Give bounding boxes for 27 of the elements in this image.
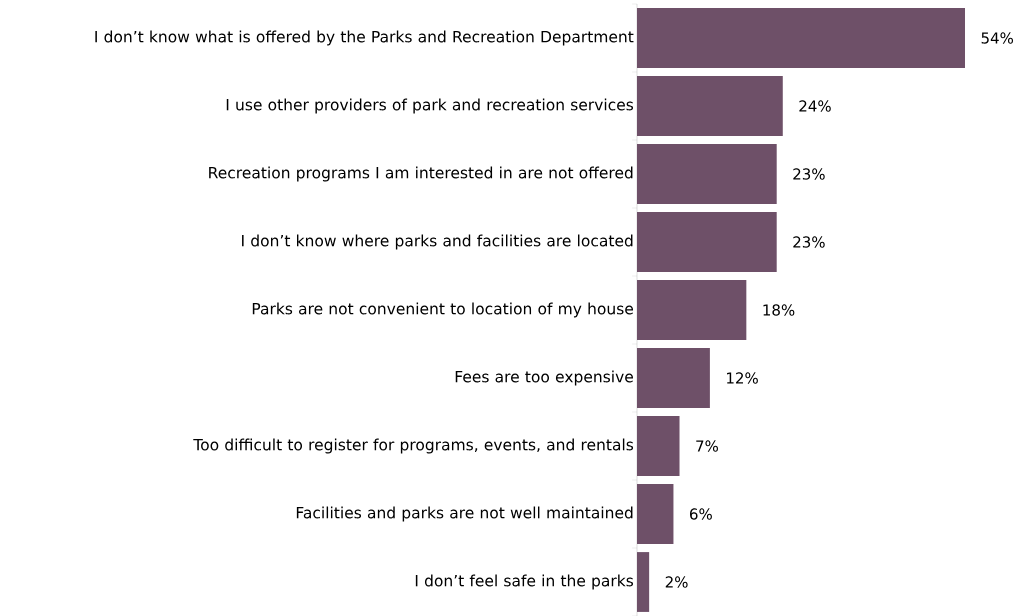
bar	[637, 144, 777, 204]
y-tick-label: I use other providers of park and recreation services	[226, 98, 634, 114]
bar	[637, 552, 650, 612]
bar	[637, 76, 783, 136]
y-tick-label: Parks are not convenient to location of my house	[252, 302, 634, 318]
data-label: 6%	[690, 508, 712, 520]
y-tick-label: I don’t know where parks and facilities are located	[242, 234, 633, 250]
data-label: 7%	[696, 440, 718, 452]
y-tick-label: Recreation programs I am interested in are not offered	[209, 166, 633, 182]
bar	[637, 484, 674, 544]
bar	[637, 280, 747, 340]
y-tick-label: I don’t know what is offered by the Parks and Recreation Department	[95, 30, 634, 46]
y-tick-label: Too difficult to register for programs, events, and rentals	[193, 438, 634, 454]
y-tick-label: Facilities and parks are not well maintained	[296, 506, 633, 522]
data-label: 24%	[799, 100, 831, 112]
data-label: 12%	[727, 372, 758, 384]
bar	[637, 212, 777, 272]
y-tick-label: Fees are too expensive	[455, 370, 633, 386]
data-label: 2%	[665, 576, 688, 588]
data-label: 18%	[763, 304, 795, 316]
data-label: 54%	[981, 32, 1014, 44]
data-label: 23%	[793, 168, 825, 180]
bar	[637, 348, 710, 408]
data-label: 23%	[793, 236, 825, 248]
y-tick-label: I don’t feel safe in the parks	[415, 574, 634, 590]
bar	[637, 416, 680, 476]
bar	[637, 8, 965, 68]
